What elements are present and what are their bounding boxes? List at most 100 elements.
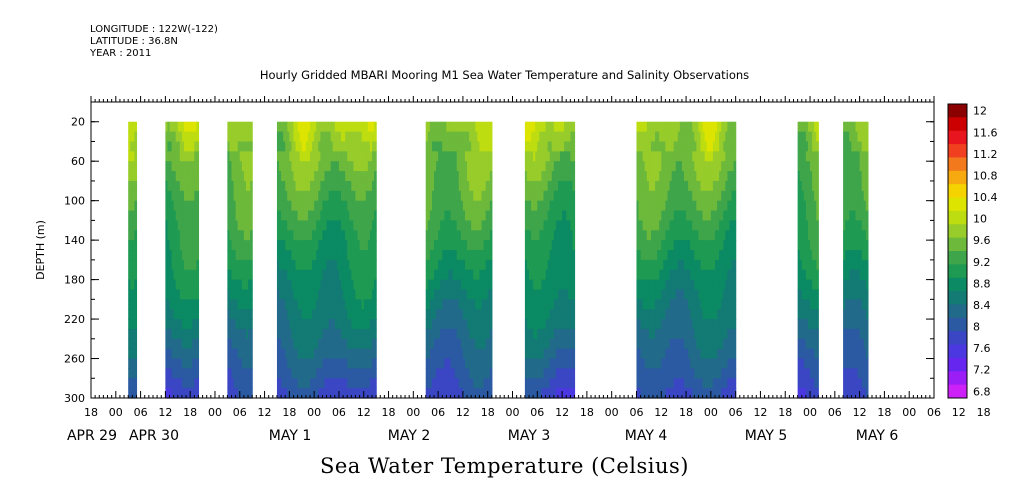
temperature-cell bbox=[179, 210, 183, 221]
temperature-cell bbox=[320, 180, 324, 192]
temperature-cell bbox=[334, 230, 338, 241]
temperature-cell bbox=[444, 299, 447, 310]
temperature-cell bbox=[165, 368, 169, 379]
temperature-cell bbox=[555, 388, 559, 399]
temperature-cell bbox=[653, 348, 656, 360]
temperature-cell bbox=[717, 319, 720, 330]
temperature-cell bbox=[332, 378, 336, 389]
temperature-cell bbox=[721, 338, 724, 350]
temperature-cell bbox=[194, 131, 197, 143]
temperature-cell bbox=[365, 289, 369, 300]
temperature-cell bbox=[481, 388, 485, 399]
temperature-cell bbox=[555, 378, 559, 389]
temperature-cell bbox=[481, 279, 485, 291]
temperature-cell bbox=[297, 161, 301, 172]
temperature-cell bbox=[241, 131, 245, 143]
temperature-cell bbox=[320, 190, 324, 202]
temperature-cell bbox=[698, 151, 702, 162]
temperature-cell bbox=[241, 200, 245, 212]
temperature-cell bbox=[310, 328, 313, 340]
temperature-cell bbox=[683, 289, 687, 300]
temperature-cell bbox=[562, 230, 565, 241]
temperature-cell bbox=[636, 319, 640, 330]
temperature-cell bbox=[293, 200, 297, 212]
temperature-cell bbox=[671, 161, 675, 172]
temperature-cell bbox=[551, 299, 555, 310]
temperature-cell bbox=[305, 378, 309, 389]
temperature-cell bbox=[526, 289, 530, 300]
temperature-cell bbox=[367, 259, 371, 271]
temperature-cell bbox=[361, 180, 365, 192]
temperature-cell bbox=[644, 289, 648, 300]
temperature-cell bbox=[721, 171, 724, 182]
temperature-cell bbox=[425, 378, 429, 389]
temperature-cell bbox=[483, 200, 487, 212]
temperature-cell bbox=[719, 230, 722, 241]
temperature-cell bbox=[481, 328, 485, 340]
temperature-cell bbox=[529, 200, 532, 212]
temperature-cell bbox=[553, 309, 557, 320]
temperature-cell bbox=[194, 348, 197, 360]
temperature-cell bbox=[183, 180, 187, 192]
temperature-cell bbox=[369, 368, 373, 379]
temperature-cell bbox=[471, 328, 474, 340]
temperature-cell bbox=[173, 171, 177, 182]
temperature-cell bbox=[696, 348, 700, 360]
temperature-cell bbox=[173, 141, 177, 152]
temperature-cell bbox=[566, 161, 569, 172]
temperature-cell bbox=[642, 180, 646, 192]
temperature-cell bbox=[285, 319, 288, 330]
temperature-cell bbox=[481, 319, 485, 330]
temperature-cell bbox=[310, 269, 313, 281]
temperature-cell bbox=[553, 240, 557, 251]
temperature-cell bbox=[188, 368, 191, 379]
temperature-cell bbox=[543, 171, 547, 182]
temperature-cell bbox=[469, 250, 472, 261]
temperature-cell bbox=[336, 200, 340, 212]
temperature-cell bbox=[291, 328, 295, 340]
temperature-cell bbox=[165, 210, 169, 221]
temperature-cell bbox=[314, 210, 317, 221]
temperature-cell bbox=[310, 180, 313, 192]
temperature-cell bbox=[243, 299, 247, 310]
temperature-cell bbox=[448, 378, 452, 389]
temperature-cell bbox=[681, 348, 685, 360]
temperature-cell bbox=[320, 161, 324, 172]
temperature-cell bbox=[667, 230, 671, 241]
temperature-cell bbox=[665, 180, 669, 192]
temperature-cell bbox=[227, 151, 231, 162]
temperature-cell bbox=[349, 131, 352, 143]
temperature-cell bbox=[706, 220, 710, 231]
temperature-cell bbox=[452, 171, 456, 182]
temperature-cell bbox=[698, 210, 702, 221]
temperature-cell bbox=[192, 358, 195, 369]
temperature-cell bbox=[560, 161, 563, 172]
temperature-cell bbox=[245, 358, 249, 369]
temperature-cell bbox=[245, 161, 249, 172]
temperature-cell bbox=[710, 200, 714, 212]
temperature-cell bbox=[132, 328, 135, 340]
temperature-cell bbox=[196, 141, 200, 152]
temperature-cell bbox=[477, 250, 481, 261]
temperature-cell bbox=[171, 328, 175, 340]
temperature-cell bbox=[305, 289, 309, 300]
temperature-cell bbox=[444, 220, 447, 231]
temperature-cell bbox=[665, 131, 669, 143]
temperature-cell bbox=[324, 358, 328, 369]
temperature-cell bbox=[169, 121, 173, 133]
temperature-cell bbox=[442, 180, 445, 192]
temperature-cell bbox=[357, 299, 361, 310]
temperature-cell bbox=[688, 368, 691, 379]
temperature-cell bbox=[483, 279, 487, 291]
temperature-cell bbox=[429, 220, 433, 231]
temperature-cell bbox=[477, 348, 481, 360]
temperature-cell bbox=[557, 368, 561, 379]
temperature-cell bbox=[655, 180, 658, 192]
temperature-cell bbox=[279, 269, 282, 281]
temperature-cell bbox=[543, 348, 547, 360]
temperature-cell bbox=[671, 230, 675, 241]
temperature-cell bbox=[555, 151, 559, 162]
temperature-cell bbox=[444, 259, 447, 271]
temperature-cell bbox=[677, 309, 681, 320]
temperature-cell bbox=[686, 388, 689, 399]
